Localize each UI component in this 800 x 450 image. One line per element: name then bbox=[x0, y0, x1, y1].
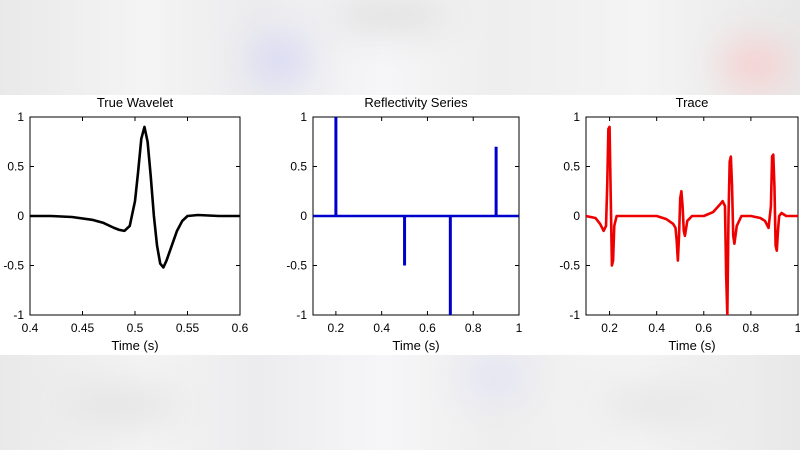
chart-title: Reflectivity Series bbox=[364, 95, 468, 110]
blurred-background-top bbox=[0, 0, 800, 95]
x-axis-label: Time (s) bbox=[392, 338, 439, 353]
chart-panel-2: Reflectivity Series Time (s) 0.2 0.4 0.6 0.8 1… bbox=[286, 95, 522, 353]
blur-blob bbox=[720, 40, 790, 90]
x-tick-label: 0.55 bbox=[176, 321, 200, 335]
y-tick-label: -0.5 bbox=[286, 259, 307, 273]
y-tick-label: 0 bbox=[300, 209, 307, 223]
y-tick-label: 0.5 bbox=[563, 160, 580, 174]
x-tick-label: 0.4 bbox=[648, 321, 665, 335]
chart-panel-3: Trace Time (s) 0.2 0.4 0.6 0.8 1 -1 -0.5 0 0.5 1 bbox=[559, 95, 800, 353]
blurred-background-bottom bbox=[0, 355, 800, 450]
y-tick-label: 1 bbox=[573, 110, 580, 124]
y-tick-label: 0 bbox=[17, 209, 24, 223]
y-tick-label: 0 bbox=[573, 209, 580, 223]
x-tick-label: 0.45 bbox=[71, 321, 95, 335]
blur-blob bbox=[460, 360, 530, 395]
y-tick-label: -0.5 bbox=[3, 259, 24, 273]
x-tick-label: 1 bbox=[795, 321, 800, 335]
y-tick-label: -1 bbox=[13, 308, 24, 322]
x-tick-label: 0.6 bbox=[419, 321, 436, 335]
wavelet-line bbox=[30, 125, 240, 269]
blur-blob bbox=[330, 0, 450, 30]
x-axis-label: Time (s) bbox=[668, 338, 715, 353]
x-tick-label: 0.4 bbox=[373, 321, 390, 335]
y-tick-label: 1 bbox=[300, 110, 307, 124]
x-tick-label: 0.2 bbox=[601, 321, 618, 335]
x-axis-label: Time (s) bbox=[111, 338, 158, 353]
x-tick-label: 0.5 bbox=[127, 321, 144, 335]
chart-title: Trace bbox=[676, 95, 709, 110]
x-tick-label: 0.6 bbox=[232, 321, 249, 335]
chart-title: True Wavelet bbox=[97, 95, 174, 110]
x-tick-label: 1 bbox=[516, 321, 523, 335]
trace-line bbox=[586, 125, 798, 315]
y-tick-label: 0.5 bbox=[7, 160, 24, 174]
blur-blob bbox=[60, 385, 180, 425]
x-tick-label: 0.6 bbox=[695, 321, 712, 335]
y-tick-label: -1 bbox=[569, 308, 580, 322]
x-tick-label: 0.4 bbox=[22, 321, 39, 335]
y-tick-label: 1 bbox=[17, 110, 24, 124]
y-tick-label: -1 bbox=[296, 308, 307, 322]
x-tick-label: 0.2 bbox=[328, 321, 345, 335]
blur-blob bbox=[250, 35, 310, 85]
x-tick-label: 0.8 bbox=[465, 321, 482, 335]
y-tick-label: -0.5 bbox=[559, 259, 580, 273]
chart-panel-1: True Wavelet Time (s) 0.4 0.45 0.5 0.55 0.6 -1 -… bbox=[3, 95, 248, 353]
blur-blob bbox=[600, 385, 720, 425]
x-tick-label: 0.8 bbox=[743, 321, 760, 335]
y-tick-label: 0.5 bbox=[290, 160, 307, 174]
